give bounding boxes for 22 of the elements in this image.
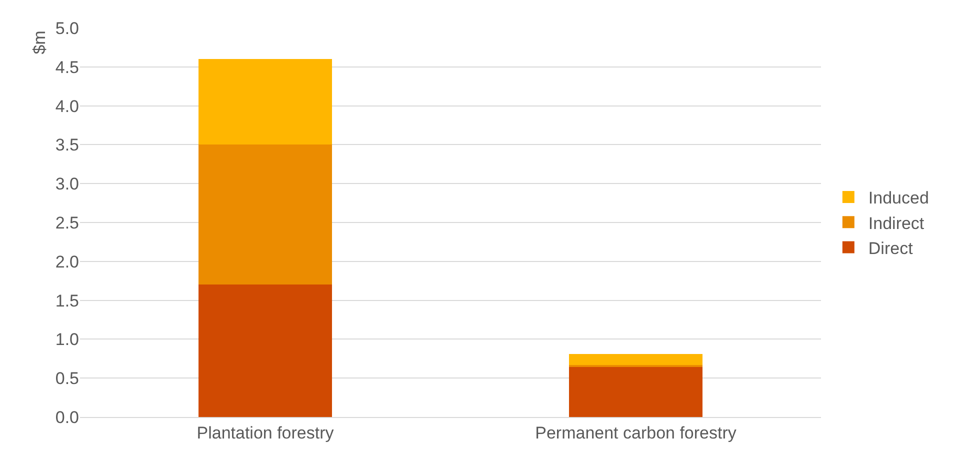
bar xyxy=(198,284,332,417)
y-tick-label: 5.0 xyxy=(55,18,79,38)
y-tick-label: 0.5 xyxy=(55,369,79,388)
legend-label: Induced xyxy=(868,188,929,208)
y-tick-label: 1.5 xyxy=(55,291,79,310)
y-tick-label: 2.0 xyxy=(55,252,79,272)
y-tick-label: 3.0 xyxy=(55,174,79,194)
bar xyxy=(198,59,332,145)
bar xyxy=(569,366,702,417)
x-tick-label: Plantation forestry xyxy=(196,423,334,442)
y-tick-label: 2.5 xyxy=(55,213,79,232)
y-tick-label: 0.0 xyxy=(55,408,79,427)
y-axis-title: $m xyxy=(30,30,50,54)
y-tick-label: 4.5 xyxy=(55,58,79,77)
x-tick-label: Permanent carbon forestry xyxy=(535,423,737,442)
legend-label: Direct xyxy=(868,238,914,258)
legend-label: Indirect xyxy=(868,214,924,233)
y-tick-label: 1.0 xyxy=(55,330,79,350)
bar xyxy=(198,144,332,285)
bar xyxy=(569,354,702,365)
y-tick-label: 4.0 xyxy=(55,96,79,116)
y-tick-label: 3.5 xyxy=(55,136,79,155)
